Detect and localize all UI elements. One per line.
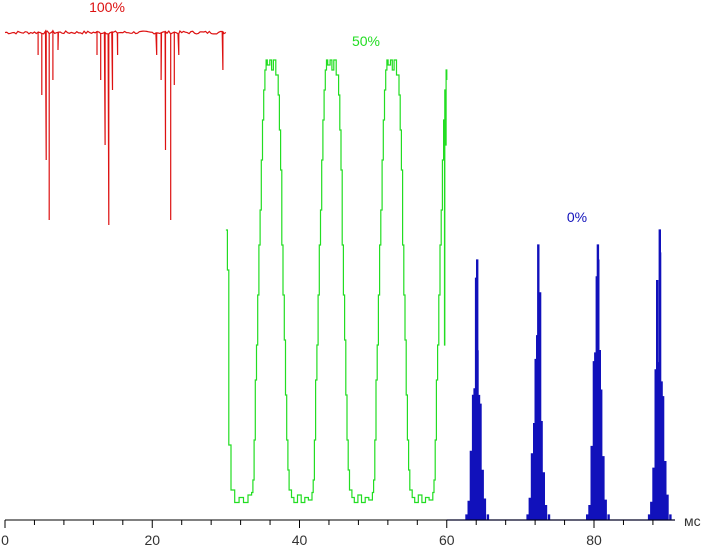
series-layer (4, 29, 675, 521)
series-label-0: 100% (89, 0, 125, 15)
x-tick-label: 60 (439, 532, 455, 548)
series-label-2: 0% (567, 209, 587, 225)
x-tick-label: 20 (144, 532, 160, 548)
series-0-line (446, 229, 675, 521)
x-tick-label: 0 (1, 532, 9, 548)
series-label-1: 50% (352, 33, 380, 49)
series-100-line (4, 29, 227, 226)
x-axis (4, 519, 675, 528)
series-50-line (225, 59, 448, 504)
x-tick-label: 40 (292, 532, 308, 548)
x-unit-label: мс (684, 513, 701, 529)
x-tick-label: 80 (586, 532, 602, 548)
